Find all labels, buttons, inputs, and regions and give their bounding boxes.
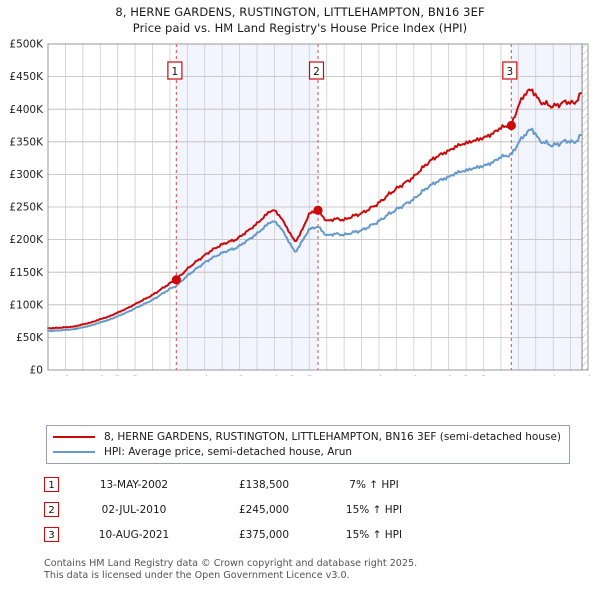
table-row[interactable]: 1 13-MAY-2002 £138,500 7% ↑ HPI [44, 472, 464, 497]
transaction-index-badge: 2 [44, 502, 59, 517]
attribution-footer: Contains HM Land Registry data © Crown c… [44, 558, 584, 581]
transaction-price: £138,500 [238, 478, 290, 491]
transaction-hpi-delta: 7% ↑ HPI [349, 478, 399, 491]
svg-text:1996: 1996 [60, 375, 72, 376]
svg-text:£300K: £300K [9, 169, 44, 181]
transaction-points-group [171, 120, 516, 285]
legend-swatch-property [53, 435, 95, 438]
transaction-index-badge: 1 [44, 477, 59, 492]
transactions-table: 1 13-MAY-2002 £138,500 7% ↑ HPI 2 02-JUL… [44, 472, 464, 547]
svg-text:1998: 1998 [95, 375, 107, 376]
transaction-date: 02-JUL-2010 [101, 503, 167, 516]
svg-text:2: 2 [313, 66, 320, 78]
table-row[interactable]: 3 10-AUG-2021 £375,000 15% ↑ HPI [44, 522, 464, 547]
x-axis-labels-group: 1995 1996 1997 1998 1999 2000 2001 2002 2003 2004… [43, 375, 595, 376]
svg-text:£450K: £450K [9, 71, 44, 83]
svg-text:£200K: £200K [9, 234, 44, 246]
page-title: 8, HERNE GARDENS, RUSTINGTON, LITTLEHAMP… [0, 4, 600, 36]
title-line-2: Price paid vs. HM Land Registry's House … [132, 21, 468, 35]
svg-text:£250K: £250K [9, 202, 44, 214]
legend-label-property: 8, HERNE GARDENS, RUSTINGTON, LITTLEHAMP… [104, 430, 562, 443]
svg-text:£150K: £150K [9, 267, 44, 279]
legend-label-hpi: HPI: Average price, semi-detached house,… [104, 445, 353, 458]
svg-text:2017: 2017 [426, 375, 438, 376]
legend-item-property: 8, HERNE GARDENS, RUSTINGTON, LITTLEHAMP… [53, 429, 563, 444]
table-row[interactable]: 2 02-JUL-2010 £245,000 15% ↑ HPI [44, 497, 464, 522]
svg-text:2000: 2000 [130, 375, 142, 376]
transaction-price: £245,000 [238, 503, 290, 516]
svg-text:1999: 1999 [113, 375, 125, 376]
svg-text:2003: 2003 [182, 375, 194, 376]
svg-text:£0: £0 [30, 365, 43, 376]
transaction-index-badge: 3 [44, 527, 59, 542]
price-hpi-line-chart: 1 2 3 £0 £50K £100K £150K £200K £250K £300K £350K… [9, 39, 595, 376]
svg-text:2006: 2006 [235, 375, 247, 376]
svg-text:£400K: £400K [9, 104, 44, 116]
plot-frame [47, 43, 589, 371]
svg-text:£500K: £500K [9, 39, 44, 51]
svg-text:2005: 2005 [217, 375, 229, 376]
legend-item-hpi: HPI: Average price, semi-detached house,… [53, 444, 563, 459]
svg-text:£350K: £350K [9, 136, 44, 148]
svg-text:2007: 2007 [252, 375, 264, 376]
chart-area: 1 2 3 £0 £50K £100K £150K £200K £250K £300K £350K… [0, 36, 600, 376]
svg-text:2016: 2016 [409, 375, 421, 376]
svg-text:£100K: £100K [9, 299, 44, 311]
svg-text:2008: 2008 [269, 375, 281, 376]
svg-text:2001: 2001 [148, 375, 160, 376]
transaction-hpi-delta: 15% ↑ HPI [345, 503, 403, 516]
transaction-date: 13-MAY-2002 [99, 478, 169, 491]
transaction-date: 10-AUG-2021 [98, 528, 170, 541]
svg-text:1995: 1995 [43, 375, 55, 376]
svg-text:2014: 2014 [374, 375, 386, 376]
svg-text:2009: 2009 [287, 375, 299, 376]
title-line-1: 8, HERNE GARDENS, RUSTINGTON, LITTLEHAMP… [115, 5, 485, 19]
svg-text:2010: 2010 [304, 375, 316, 376]
transaction-marker-labels-group: 1 2 3 [167, 61, 518, 80]
svg-text:2002: 2002 [165, 375, 177, 376]
footer-line-2: This data is licensed under the Open Gov… [44, 569, 350, 581]
transaction-price: £375,000 [238, 528, 290, 541]
svg-text:2023: 2023 [531, 375, 543, 376]
svg-text:2024: 2024 [548, 375, 560, 376]
svg-text:1: 1 [172, 66, 179, 78]
svg-text:2018: 2018 [444, 375, 456, 376]
footer-line-1: Contains HM Land Registry data © Crown c… [44, 558, 418, 569]
svg-text:2013: 2013 [357, 375, 369, 376]
svg-text:2020: 2020 [478, 375, 490, 376]
svg-text:1997: 1997 [78, 375, 90, 376]
svg-text:2011: 2011 [322, 375, 334, 376]
svg-text:2019: 2019 [461, 375, 473, 376]
y-axis-labels-group: £0 £50K £100K £150K £200K £250K £300K £350K £400… [9, 39, 44, 376]
svg-text:2022: 2022 [513, 375, 525, 376]
svg-text:2015: 2015 [391, 375, 403, 376]
legend-swatch-hpi [53, 450, 95, 453]
chart-legend: 8, HERNE GARDENS, RUSTINGTON, LITTLEHAMP… [46, 425, 570, 464]
transaction-hpi-delta: 15% ↑ HPI [345, 528, 403, 541]
svg-text:£50K: £50K [16, 332, 44, 344]
svg-text:3: 3 [507, 66, 514, 78]
forecast-hatch-region [581, 44, 588, 370]
svg-text:2026: 2026 [583, 375, 595, 376]
svg-text:2025: 2025 [566, 375, 578, 376]
svg-text:2012: 2012 [339, 375, 351, 376]
svg-text:2021: 2021 [496, 375, 508, 376]
svg-text:2004: 2004 [200, 375, 212, 376]
